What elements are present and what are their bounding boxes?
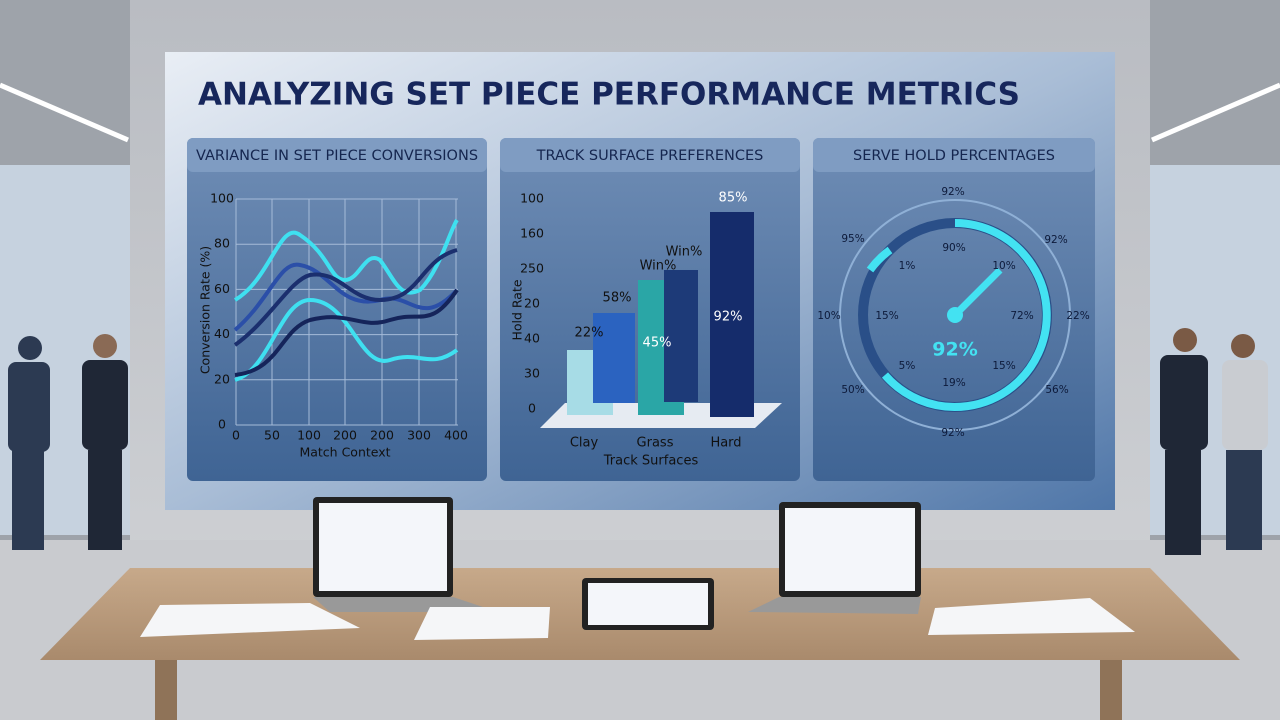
laptop-screen [785,508,915,591]
panel-header [813,138,1095,172]
panel-header [500,138,800,172]
ceiling-light [0,82,129,143]
gauge-label: 92% [941,186,964,198]
gauge-label: 10% [817,310,840,322]
screen-title: ANALYZING SET PIECE PERFORMANCE METRICS [198,77,1020,113]
table-leg [1100,660,1122,720]
y-tick-label: 40 [524,331,540,346]
gauge-label: 1% [899,260,916,272]
bar-label: 92% [714,310,743,325]
bar-label: Win% [640,259,677,274]
gauge-label: 22% [1066,310,1089,322]
bar-label: 58% [603,291,632,306]
bar-label: Win% [666,245,703,260]
gauge-label: 92% [941,427,964,439]
gauge-label: 72% [1010,310,1033,322]
axis-title: Match Context [299,445,390,460]
x-tick-label: 200 [333,428,357,443]
y-tick-label: 20 [524,296,540,311]
gauge-label: 56% [1045,384,1068,396]
gauge-label: 10% [992,260,1015,272]
category-label: Grass [637,436,674,451]
laptop-screen [319,503,447,591]
x-tick-label: 0 [232,428,240,443]
category-label: Hard [710,436,741,451]
gauge-label: 95% [841,233,864,245]
x-tick-label: 200 [370,428,394,443]
panel-header [187,138,487,172]
x-tick-label: 400 [444,428,468,443]
gauge-graphics [839,199,1071,431]
y-tick-label: 0 [218,417,226,432]
x-tick-label: 50 [264,428,280,443]
bar-label: 22% [575,326,604,341]
axis-title: Hold Rate [510,279,525,340]
paper [140,603,360,637]
y-tick-label: 60 [214,281,230,296]
gauge-label: 92% [1044,234,1067,246]
gauge-label: 19% [942,377,965,389]
gauge-label: 90% [942,242,965,254]
axis-title: Track Surfaces [603,454,699,469]
y-tick-label: 30 [524,366,540,381]
y-tick-label: 160 [520,226,544,241]
bar-graphics [540,212,782,428]
y-tick-label: 40 [214,326,230,341]
laptop-base [748,597,921,614]
table-leg [155,660,177,720]
panel [187,138,487,481]
gauge-label: 15% [875,310,898,322]
panel-title: SERVE HOLD PERCENTAGES [853,148,1055,164]
people [8,328,1268,555]
x-tick-label: 300 [407,428,431,443]
y-tick-label: 0 [528,401,536,416]
y-tick-label: 250 [520,261,544,276]
gauge-label: 15% [992,360,1015,372]
y-tick-label: 100 [210,191,234,206]
paper [414,607,550,640]
y-tick-label: 100 [520,191,544,206]
panel-title: TRACK SURFACE PREFERENCES [536,148,764,164]
y-tick-label: 80 [214,236,230,251]
y-tick-label: 20 [214,371,230,386]
paper [928,598,1135,635]
bar-label: 45% [643,336,672,351]
x-tick-label: 100 [297,428,321,443]
bar-label: 85% [719,191,748,206]
ceiling-light [1151,82,1280,143]
tablet-screen [588,583,708,625]
category-label: Clay [570,436,599,451]
gauge-label: 5% [899,360,916,372]
line-graphics [233,218,459,382]
gauge-value: 92% [932,339,977,361]
gauge-label: 50% [841,384,864,396]
panel-title: VARIANCE IN SET PIECE CONVERSIONS [196,148,478,164]
axis-title: Conversion Rate (%) [198,246,213,374]
